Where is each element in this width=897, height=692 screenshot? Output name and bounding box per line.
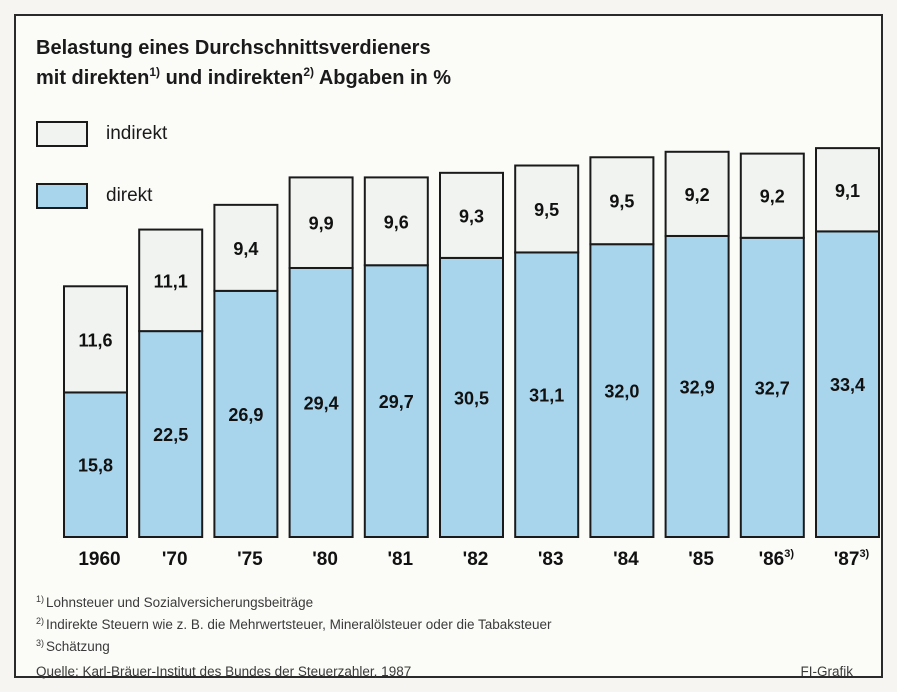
x-tick-label-1: '70 [162,549,188,570]
bar-direkt-8 [664,234,730,538]
bar-indirekt-2 [213,203,279,292]
bar-indirekt-4 [363,176,429,267]
data-label-direkt-2: 26,9 [228,405,263,425]
bar-indirekt-7 [589,156,655,246]
bar-indirekt-8 [664,150,730,237]
data-label-direkt-9: 32,7 [755,378,790,398]
x-tick-label-9: '863) [759,548,795,570]
legend-label-indirekt: indirekt [106,123,168,144]
data-label-indirekt-10: 9,1 [835,181,860,201]
data-label-indirekt-4: 9,6 [384,212,409,232]
data-label-direkt-4: 29,7 [379,392,414,412]
x-tick-label-4: '81 [387,549,413,570]
data-label-direkt-1: 22,5 [153,425,188,445]
footnote-3-text: Schätzung [46,639,110,654]
bar-direkt-6 [514,251,580,538]
legend-label-direkt: direkt [106,185,153,206]
footnote-2-text: Indirekte Steuern wie z. B. die Mehrwert… [46,617,552,632]
title-text-4: Abgaben in % [314,67,452,89]
title-text-1: Belastung eines Durchschnittsverdieners [36,37,431,59]
chart-title-line-2: mit direkten1) und indirekten2) Abgaben … [36,66,451,90]
footnote-1-mark: 1) [36,594,45,604]
data-label-direkt-10: 33,4 [830,375,865,395]
data-label-indirekt-0: 11,6 [78,330,112,350]
x-tick-label-5: '82 [463,549,489,570]
footnote-1-text: Lohnsteuer und Sozialversicherungsbeiträ… [46,595,314,610]
bar-direkt-1 [138,330,204,538]
x-tick-footnote-9: 3) [784,548,794,560]
data-label-direkt-5: 30,5 [454,388,489,408]
footnote-1: 1) Lohnsteuer und Sozialversicherungsbeit… [36,594,313,610]
x-tick-label-3: '80 [312,549,338,570]
title-text-3: und indirekten [160,67,304,89]
bar-indirekt-6 [514,164,580,254]
bar-direkt-10 [815,230,880,538]
data-label-indirekt-5: 9,3 [459,206,484,226]
data-label-indirekt-9: 9,2 [760,187,785,207]
bar-indirekt-10 [815,147,880,233]
data-label-indirekt-7: 9,5 [609,192,634,212]
title-footnote-1: 1) [149,65,161,79]
chart-title-line-1: Belastung eines Durchschnittsverdieners [36,36,431,60]
legend-swatch-indirekt [36,121,88,147]
credit-note: FI-Grafik [800,664,854,679]
x-tick-label-7: '84 [613,549,639,570]
data-label-indirekt-2: 9,4 [233,239,258,259]
legend-item-direkt: direkt [36,182,152,210]
bar-indirekt-5 [439,171,504,259]
bar-indirekt-1 [138,228,204,333]
title-footnote-2: 2) [303,65,315,79]
data-label-indirekt-1: 11,1 [154,271,188,291]
bar-indirekt-3 [288,176,354,269]
legend-swatch-direkt [36,183,88,209]
bar-direkt-0 [63,391,128,538]
data-label-direkt-3: 29,4 [304,393,339,413]
data-label-direkt-6: 31,1 [529,386,564,406]
data-label-indirekt-6: 9,5 [534,200,559,220]
bar-direkt-9 [739,236,805,538]
bar-direkt-5 [439,256,504,538]
footnote-2-mark: 2) [36,616,45,626]
data-label-direkt-0: 15,8 [78,456,113,476]
footnote-2: 2) Indirekte Steuern wie z. B. die Mehrwe… [36,616,552,632]
legend-item-indirekt: indirekt [36,120,167,148]
title-text-2: mit direkten [36,67,150,89]
bar-direkt-7 [589,243,655,538]
data-label-direkt-7: 32,0 [604,382,639,402]
bar-indirekt-0 [63,285,128,394]
bar-direkt-4 [363,264,429,538]
data-label-indirekt-3: 9,9 [309,214,334,234]
source-note: Quelle: Karl-Bräuer-Institut des Bundes … [36,664,412,679]
bar-indirekt-9 [739,152,805,239]
x-tick-label-6: '83 [538,549,564,570]
x-tick-label-0: 1960 [78,549,120,570]
x-tick-footnote-10: 3) [859,548,869,560]
data-label-indirekt-8: 9,2 [685,185,710,205]
x-tick-label-8: '85 [688,549,714,570]
x-tick-label-2: '75 [237,549,263,570]
bar-direkt-3 [288,266,354,538]
footnote-3: 3) Schätzung [36,638,110,654]
x-tick-label-10: '873) [834,548,870,570]
footnote-3-mark: 3) [36,638,45,648]
data-label-direkt-8: 32,9 [680,377,715,397]
